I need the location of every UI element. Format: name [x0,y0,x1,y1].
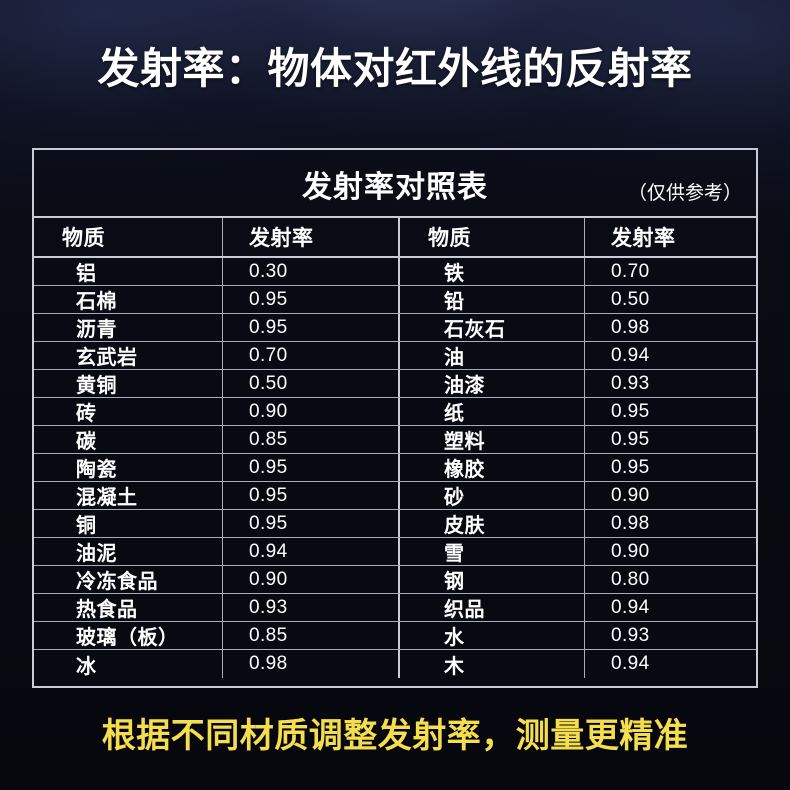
cell-material-left: 玻璃（板） [76,627,179,649]
cell-emissivity-left: 0.93 [222,594,398,621]
cell-emissivity-left: 0.98 [222,650,398,678]
table-row: 陶瓷 0.95 橡胶 0.95 [34,454,756,482]
cell-material-left: 石棉 [76,291,117,313]
cell-emissivity-left: 0.95 [222,286,398,313]
cell-emissivity-left: 0.85 [222,426,398,453]
cell-emissivity-right: 0.94 [584,594,756,621]
table-row: 冷冻食品 0.90 钢 0.80 [34,566,756,594]
table-row: 沥青 0.95 石灰石 0.98 [34,314,756,342]
table-row: 黄铜 0.50 油漆 0.93 [34,370,756,398]
cell-material-right: 铅 [398,286,584,313]
table-row: 铝 0.30 铁 0.70 [34,258,756,286]
cell-material-left: 冰 [76,655,97,678]
cell-emissivity-left: 0.90 [222,398,398,425]
cell-emissivity-right: 0.94 [584,342,756,369]
cell-material-right: 皮肤 [398,510,584,537]
table-row: 混凝土 0.95 砂 0.90 [34,482,756,510]
cell-emissivity-left: 0.95 [222,482,398,509]
cell-emissivity-right: 0.90 [584,482,756,509]
page-title: 发射率：物体对红外线的反射率 [97,45,693,92]
cell-material-left: 砖 [76,403,97,425]
cell-emissivity-left: 0.90 [222,566,398,593]
cell-emissivity-right: 0.70 [584,258,756,285]
table-body: 铝 0.30 铁 0.70 石棉 0.95 铅 0.50 沥青 0.95 石灰石 0.98 玄武岩 0.7… [34,258,756,678]
cell-material-right: 织品 [398,594,584,621]
table-row: 铜 0.95 皮肤 0.98 [34,510,756,538]
cell-material-left: 铝 [76,263,97,285]
cell-material-left: 冷冻食品 [76,571,158,593]
table-row: 碳 0.85 塑料 0.95 [34,426,756,454]
cell-material-right: 木 [398,650,584,678]
table-header-row: 物质 发射率 物质 发射率 [34,218,756,258]
cell-emissivity-right: 0.94 [584,650,756,678]
table-row: 油泥 0.94 雪 0.90 [34,538,756,566]
table-row: 石棉 0.95 铅 0.50 [34,286,756,314]
cell-material-left: 铜 [76,515,97,537]
cell-emissivity-right: 0.80 [584,566,756,593]
cell-material-right: 石灰石 [398,314,584,341]
cell-emissivity-right: 0.50 [584,286,756,313]
table-row: 砖 0.90 纸 0.95 [34,398,756,426]
cell-emissivity-right: 0.98 [584,314,756,341]
cell-emissivity-left: 0.94 [222,538,398,565]
cell-material-right: 铁 [398,258,584,285]
cell-material-right: 橡胶 [398,454,584,481]
cell-emissivity-right: 0.95 [584,454,756,481]
cell-emissivity-left: 0.50 [222,370,398,397]
cell-emissivity-left: 0.95 [222,454,398,481]
cell-emissivity-left: 0.95 [222,314,398,341]
cell-material-right: 塑料 [398,426,584,453]
cell-material-left: 热食品 [76,599,138,621]
cell-emissivity-left: 0.30 [222,258,398,285]
cell-material-left: 油泥 [76,543,117,565]
table-reference-note: （仅供参考） [627,183,742,204]
cell-emissivity-left: 0.70 [222,342,398,369]
cell-emissivity-right: 0.93 [584,622,756,649]
cell-emissivity-right: 0.90 [584,538,756,565]
table-row: 冰 0.98 木 0.94 [34,650,756,678]
column-header-material-right: 物质 [398,218,584,256]
cell-emissivity-right: 0.95 [584,426,756,453]
table-row: 玄武岩 0.70 油 0.94 [34,342,756,370]
cell-material-right: 油 [398,342,584,369]
cell-emissivity-left: 0.85 [222,622,398,649]
table-row: 热食品 0.93 织品 0.94 [34,594,756,622]
cell-material-right: 雪 [398,538,584,565]
table-row: 玻璃（板） 0.85 水 0.93 [34,622,756,650]
column-header-emissivity-right: 发射率 [584,218,756,256]
cell-material-left: 黄铜 [76,375,117,397]
cell-material-left: 碳 [76,431,97,453]
cell-material-left: 混凝土 [76,487,138,509]
emissivity-table: 发射率对照表 （仅供参考） 物质 发射率 物质 发射率 铝 0.30 铁 0.70 石棉… [32,148,758,688]
footer-tagline: 根据不同材质调整发射率，测量更精准 [101,717,689,755]
cell-material-right: 纸 [398,398,584,425]
table-title: 发射率对照表 [302,171,488,204]
cell-material-left: 陶瓷 [76,459,117,481]
cell-material-right: 钢 [398,566,584,593]
cell-emissivity-right: 0.93 [584,370,756,397]
cell-emissivity-right: 0.95 [584,398,756,425]
cell-emissivity-left: 0.95 [222,510,398,537]
column-header-emissivity-left: 发射率 [222,218,398,256]
cell-material-right: 砂 [398,482,584,509]
cell-material-right: 油漆 [398,370,584,397]
cell-emissivity-right: 0.98 [584,510,756,537]
table-caption-band: 发射率对照表 （仅供参考） [34,150,756,218]
cell-material-left: 玄武岩 [76,347,138,369]
column-header-material-left: 物质 [62,227,105,250]
cell-material-right: 水 [398,622,584,649]
cell-material-left: 沥青 [76,319,117,341]
